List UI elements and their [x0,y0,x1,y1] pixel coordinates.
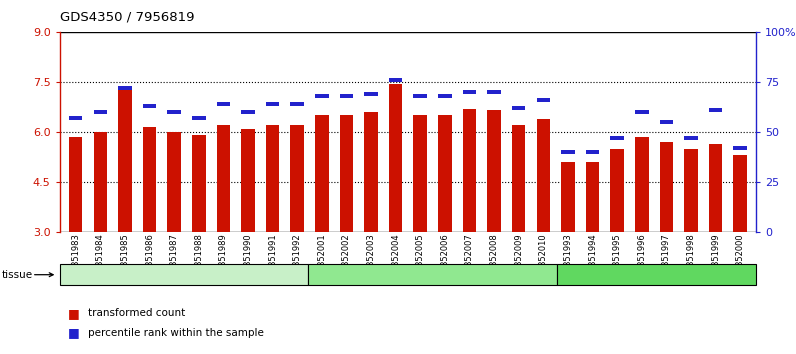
Bar [685,136,698,140]
Bar [561,150,575,154]
Bar [635,110,649,114]
Bar [611,136,624,140]
Bar [365,112,378,232]
Bar [733,155,747,232]
Bar [708,108,722,112]
Bar [487,90,501,94]
Bar [660,120,673,124]
Bar [315,94,329,98]
Bar [561,162,575,232]
Bar [142,104,156,108]
Bar [611,149,624,232]
Bar [537,98,550,102]
Bar [340,94,353,98]
Bar [241,129,255,232]
Bar [291,102,304,106]
Text: ■: ■ [68,326,80,339]
Bar [660,142,673,232]
Bar [586,150,599,154]
Bar [192,116,205,120]
Bar [94,132,107,232]
Text: GDS4350 / 7956819: GDS4350 / 7956819 [60,11,194,24]
Bar [118,88,131,232]
Bar [167,110,181,114]
Bar [708,143,722,232]
Bar [685,149,698,232]
Bar [94,110,107,114]
Text: normal esopahgus: normal esopahgus [608,270,705,280]
Text: ■: ■ [68,307,80,320]
Bar [69,137,83,232]
Bar [635,137,649,232]
Text: Barrett esopahgus: Barrett esopahgus [136,270,232,280]
Bar [266,125,279,232]
Bar [389,78,403,82]
Bar [413,94,427,98]
Bar [413,115,427,232]
Bar [241,110,255,114]
Bar [217,125,230,232]
Bar [266,102,279,106]
Bar [217,102,230,106]
Bar [291,125,304,232]
Text: gastric cardia: gastric cardia [397,270,469,280]
Bar [512,125,525,232]
Bar [142,127,156,232]
Text: transformed count: transformed count [88,308,185,318]
Bar [365,92,378,96]
Bar [438,94,451,98]
Text: tissue: tissue [2,270,33,280]
Bar [733,146,747,150]
Bar [537,119,550,232]
Bar [118,86,131,90]
Bar [462,90,476,94]
Bar [192,135,205,232]
Bar [438,115,451,232]
Bar [389,84,403,232]
Bar [340,115,353,232]
Bar [315,115,329,232]
Text: percentile rank within the sample: percentile rank within the sample [88,328,263,338]
Bar [462,109,476,232]
Bar [512,106,525,110]
Bar [586,162,599,232]
Bar [487,110,501,232]
Bar [167,132,181,232]
Bar [69,116,83,120]
